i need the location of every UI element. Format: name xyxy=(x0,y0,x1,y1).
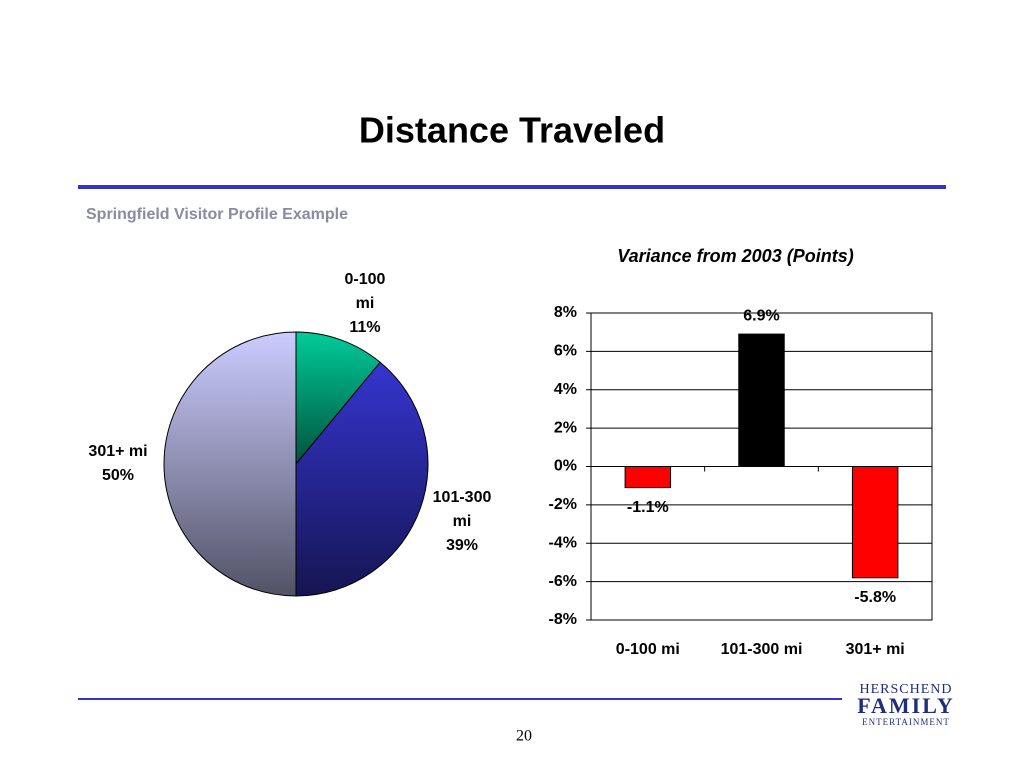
bar xyxy=(851,466,899,579)
logo-line: ENTERTAINMENT xyxy=(862,717,950,727)
y-tick-label: 2% xyxy=(554,419,577,436)
y-tick-label: 8% xyxy=(554,304,577,321)
bar xyxy=(624,466,672,489)
x-tick-label: 101-300 mi xyxy=(721,641,803,658)
y-tick-label: -2% xyxy=(549,496,577,513)
slide-title: Distance Traveled xyxy=(359,110,665,151)
y-tick-label: 4% xyxy=(554,381,577,398)
page-number: 20 xyxy=(516,728,532,745)
pie-value-label: 50% xyxy=(101,467,135,484)
y-tick-label: -8% xyxy=(549,611,577,628)
pie-slice xyxy=(295,331,381,466)
chart-title: Variance from 2003 (Points) xyxy=(617,246,853,266)
y-tick-label: -4% xyxy=(549,534,577,551)
pie-label: 301+ mi 50% xyxy=(73,440,163,488)
pie-category: 0-100 mi xyxy=(344,271,386,312)
data-label: -1.1% xyxy=(627,499,669,516)
pie-label: 101-300 mi 39% xyxy=(422,486,502,558)
plot-frame xyxy=(590,312,933,621)
title-rule xyxy=(78,185,946,189)
pie-category: 101-300 mi xyxy=(432,489,492,530)
y-tick-label: -6% xyxy=(549,573,577,590)
pie-label: 0-100 mi 11% xyxy=(337,268,393,340)
x-tick-label: 301+ mi xyxy=(846,641,905,658)
data-label: 6.9% xyxy=(743,307,779,324)
pie-category: 301+ mi xyxy=(88,443,148,460)
bar xyxy=(738,333,785,468)
pie-value-label: 39% xyxy=(445,537,479,554)
pie-slice xyxy=(295,361,429,597)
x-tick-label: 0-100 mi xyxy=(616,641,680,658)
data-label: -5.8% xyxy=(854,589,896,606)
subtitle: Springfield Visitor Profile Example xyxy=(86,206,348,223)
y-tick-label: 0% xyxy=(554,458,577,475)
pie-value-label: 11% xyxy=(349,319,381,336)
y-tick-label: 6% xyxy=(554,343,577,360)
logo-line: FAMILY xyxy=(857,693,955,718)
pie-slice xyxy=(163,331,297,597)
logo-line: HERSCHEND xyxy=(859,682,952,697)
